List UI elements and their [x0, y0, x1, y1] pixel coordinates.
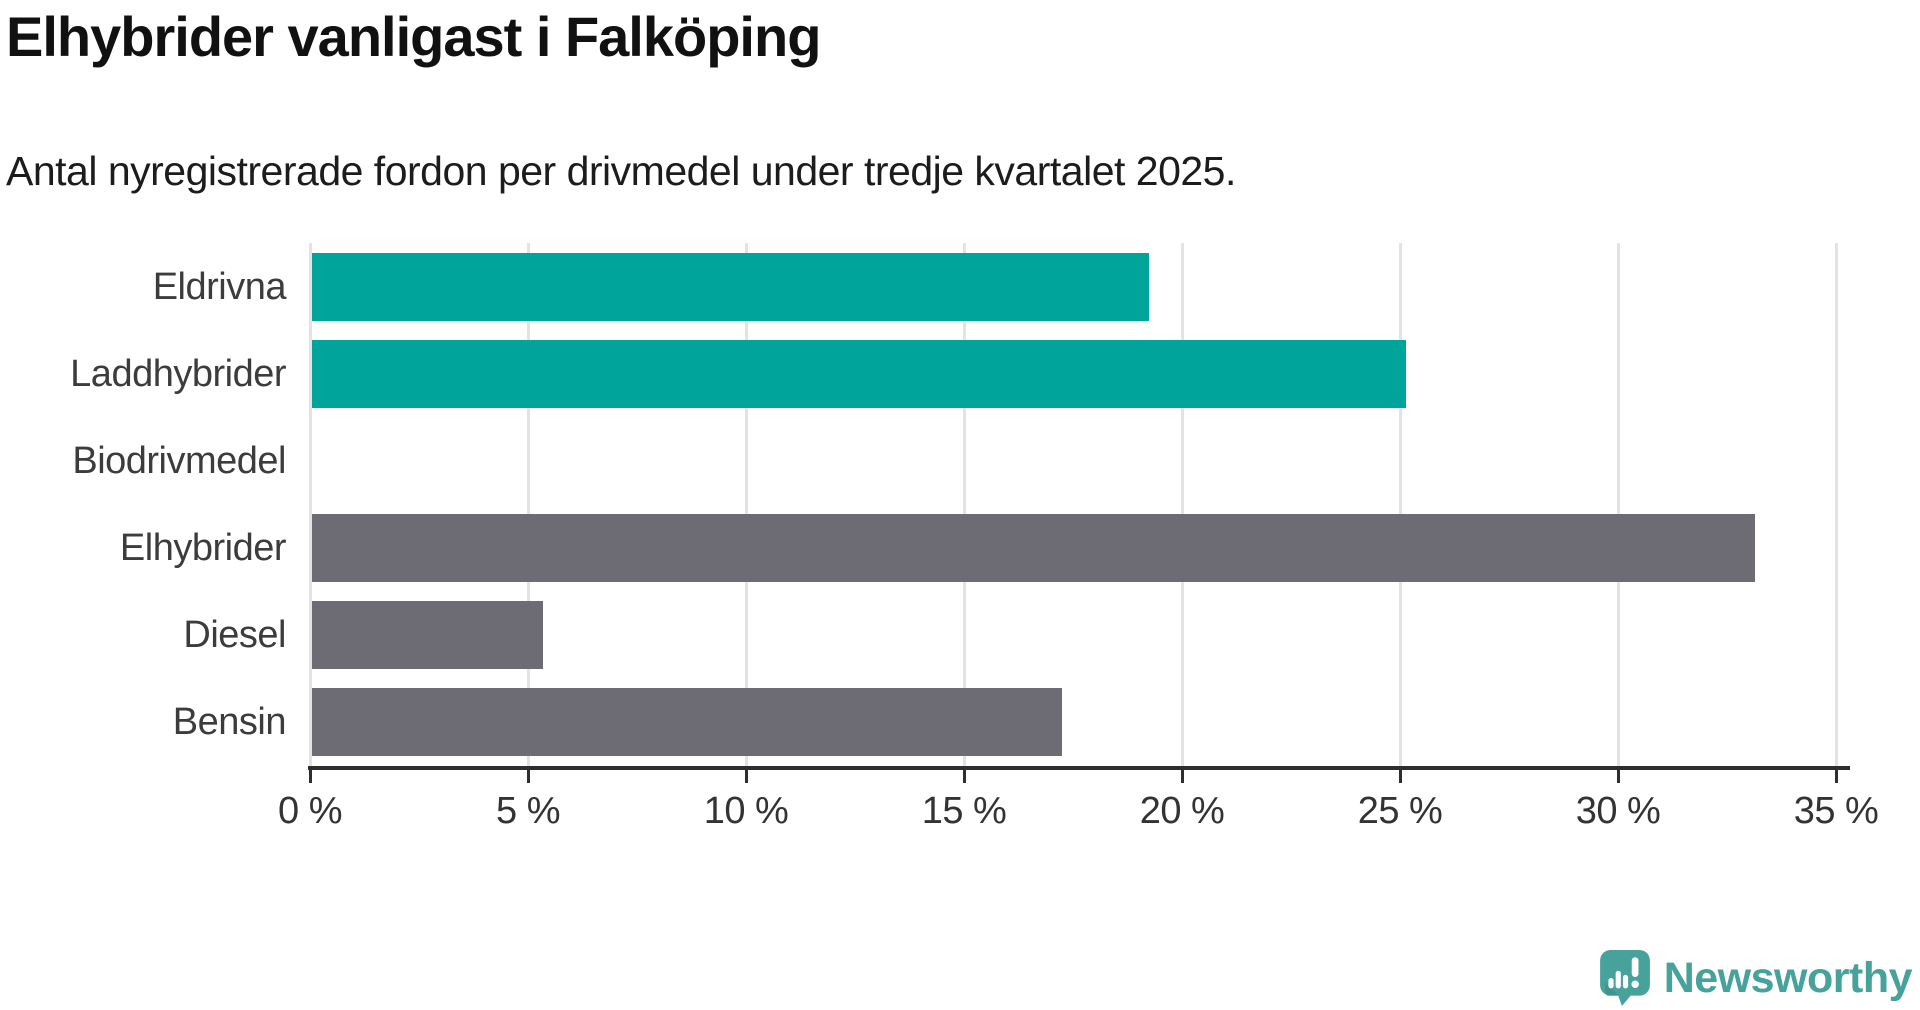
x-tick-label: 30 % — [1575, 790, 1661, 832]
x-tick-label: 0 % — [278, 790, 342, 832]
x-tick-label: 15 % — [921, 790, 1007, 832]
x-tick-label: 5 % — [496, 790, 560, 832]
x-axis-line — [308, 766, 1850, 770]
category-label-eldrivna: Eldrivna — [152, 265, 287, 308]
bar-bensin — [312, 688, 1062, 757]
gridline — [962, 243, 966, 766]
x-tick-mark — [1398, 770, 1402, 783]
x-tick-mark — [1616, 770, 1620, 783]
gridline — [1616, 243, 1620, 766]
x-tick-label: 20 % — [1139, 790, 1225, 832]
newsworthy-logo[interactable]: Newsworthy — [1599, 950, 1913, 1006]
bar-diesel — [312, 601, 544, 670]
category-label-diesel: Diesel — [183, 614, 286, 657]
x-tick-mark — [526, 770, 530, 783]
x-tick-mark — [1180, 770, 1184, 783]
x-tick-mark — [1834, 770, 1838, 783]
bar-eldrivna — [312, 252, 1150, 321]
newsworthy-logo-icon — [1599, 950, 1650, 1006]
gridline — [1834, 243, 1838, 766]
x-tick-label: 35 % — [1793, 790, 1879, 832]
gridline — [526, 243, 530, 766]
chart-title: Elhybrider vanligast i Falköping — [6, 5, 821, 68]
gridline — [308, 243, 312, 766]
bar-laddhybrider — [312, 339, 1407, 408]
x-tick-label: 25 % — [1357, 790, 1443, 832]
gridline — [1398, 243, 1402, 766]
newsworthy-logo-text: Newsworthy — [1663, 953, 1913, 1002]
x-tick-label: 10 % — [703, 790, 789, 832]
chart-subtitle: Antal nyregistrerade fordon per drivmede… — [6, 148, 1236, 194]
gridline — [744, 243, 748, 766]
x-tick-mark — [962, 770, 966, 783]
category-label-elhybrider: Elhybrider — [119, 527, 287, 570]
category-label-laddhybrider: Laddhybrider — [70, 352, 286, 395]
x-tick-mark — [744, 770, 748, 783]
category-label-biodrivmedel: Biodrivmedel — [72, 439, 286, 482]
bar-elhybrider — [312, 514, 1756, 583]
gridline — [1180, 243, 1184, 766]
x-tick-mark — [308, 770, 312, 783]
category-label-bensin: Bensin — [172, 701, 287, 744]
